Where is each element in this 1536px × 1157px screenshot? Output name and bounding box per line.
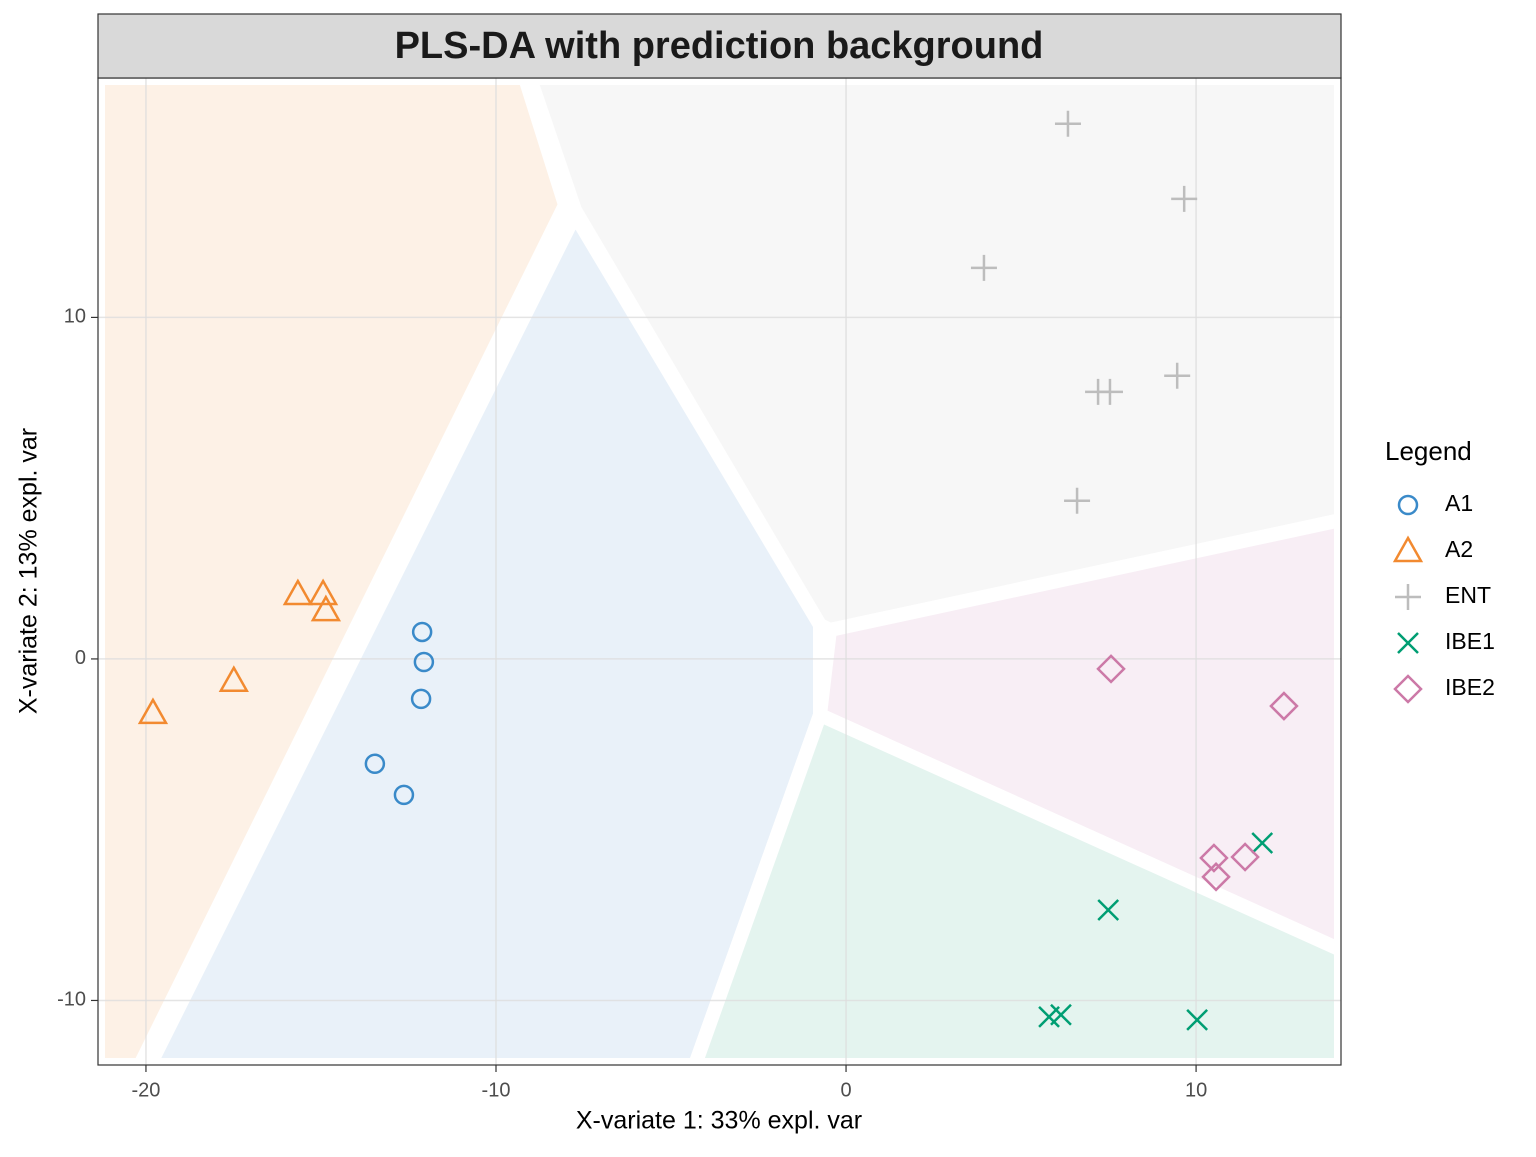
point (1171, 185, 1198, 212)
point (410, 688, 432, 710)
legend-symbol (1393, 674, 1423, 704)
point (1230, 842, 1260, 872)
point (393, 784, 415, 806)
point (1050, 1003, 1072, 1026)
x-axis-label: X-variate 1: 33% expl. var (576, 1107, 862, 1135)
point (970, 254, 997, 281)
grid (98, 78, 1341, 1065)
x-tick-label: -20 (132, 1079, 161, 1101)
x-tick-label: 0 (840, 1079, 851, 1101)
point (411, 621, 433, 643)
point (1096, 654, 1126, 684)
y-tick-label: 10 (64, 306, 86, 328)
point (282, 578, 314, 606)
point (1251, 832, 1274, 854)
legend-title: Legend (1385, 436, 1472, 466)
legend-symbol (1397, 494, 1419, 516)
legend: A1 A2 ENT IBE1 IBE2 (1392, 490, 1495, 704)
point (1054, 110, 1081, 137)
legend-label: IBE1 (1445, 628, 1495, 654)
point (364, 753, 386, 775)
legend-symbol (1395, 584, 1421, 610)
point (1186, 1009, 1209, 1031)
point (218, 665, 249, 693)
point (1201, 862, 1231, 892)
legend-label: IBE2 (1445, 674, 1495, 700)
x-tick-label: 10 (1185, 1079, 1207, 1101)
legend-symbol (1392, 535, 1424, 563)
legend-symbol (1397, 632, 1419, 654)
point (310, 594, 342, 622)
chart-title: PLS-DA with prediction background (395, 25, 1044, 67)
x-tick-label: -10 (482, 1079, 511, 1101)
point (137, 697, 169, 725)
y-axis-label: X-variate 2: 13% expl. var (15, 428, 43, 714)
y-tick-label: 0 (75, 647, 86, 669)
point (1097, 899, 1120, 921)
legend-label: A2 (1445, 536, 1473, 562)
prediction-background (91, 71, 1348, 1072)
point (1096, 378, 1123, 405)
title-strip (97, 13, 1342, 79)
points (137, 110, 1299, 1031)
legend-label: ENT (1445, 582, 1491, 608)
point (1164, 362, 1191, 389)
legend-label: A1 (1445, 490, 1473, 516)
point (1064, 487, 1091, 514)
y-tick-label: -10 (57, 989, 86, 1011)
point (1269, 691, 1299, 721)
point (413, 651, 435, 673)
point (1199, 843, 1229, 873)
